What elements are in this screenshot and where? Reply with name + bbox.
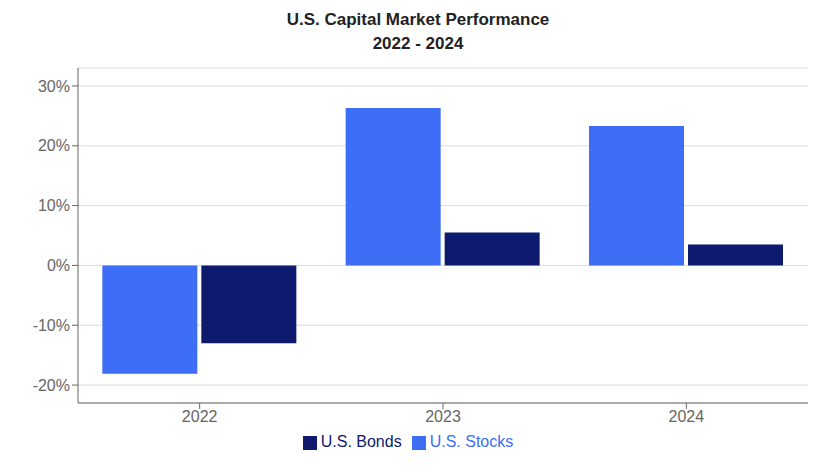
svg-text:2024: 2024 (669, 408, 705, 425)
html-text:U.S. Capital Market Performanc: U.S. Capital Market Performance (286, 10, 550, 29)
svg-text:30%: 30% (38, 78, 70, 95)
svg-text:2022: 2022 (182, 408, 218, 425)
html-text:U.S. Bonds: U.S. Bonds (320, 433, 402, 450)
svg-text:-10%: -10% (33, 317, 70, 334)
svg-text:-20%: -20% (33, 377, 70, 394)
html-text:U.S. Stocks: U.S. Stocks (429, 433, 514, 450)
html-text:2022 - 2024: 2022 - 2024 (372, 34, 464, 53)
svg-text:10%: 10% (38, 197, 70, 214)
svg-text:2023: 2023 (425, 408, 461, 425)
svg-text:0%: 0% (47, 257, 70, 274)
svg-text:20%: 20% (38, 137, 70, 154)
